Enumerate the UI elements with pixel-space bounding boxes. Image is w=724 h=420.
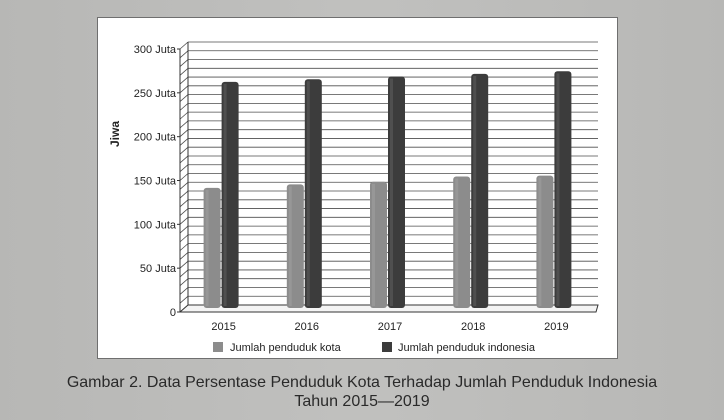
legend-label-kota: Jumlah penduduk kota xyxy=(230,342,342,354)
bar-kota-2018 xyxy=(453,176,471,308)
chart-floor xyxy=(178,304,599,313)
figure-caption: Gambar 2. Data Persentase Penduduk Kota … xyxy=(0,373,724,411)
bar-indonesia-2018 xyxy=(471,73,489,309)
bar-highlight xyxy=(288,186,292,306)
bars-layer xyxy=(203,71,572,309)
y-axis-label: Jiwa xyxy=(108,121,122,147)
y-tick-label: 100 Juta xyxy=(134,219,177,231)
bar-indonesia-2016 xyxy=(304,79,322,308)
legend: Jumlah penduduk kota Jumlah penduduk ind… xyxy=(213,342,536,354)
bar-indonesia-2019 xyxy=(554,71,572,308)
x-tick-label: 2016 xyxy=(295,321,319,333)
bar-kota-2017 xyxy=(370,181,387,308)
x-tick-label: 2015 xyxy=(211,321,235,333)
y-tick-label: 200 Juta xyxy=(134,132,177,144)
bar-kota-2016 xyxy=(286,184,304,308)
y-tick-label: 0 xyxy=(170,307,176,319)
y-tick-label: 150 Juta xyxy=(134,176,177,188)
caption-line-2: Tahun 2015—2019 xyxy=(294,393,430,410)
bar-highlight xyxy=(455,178,459,306)
legend-swatch-indonesia xyxy=(382,342,392,352)
y-tick-label: 250 Juta xyxy=(134,88,177,100)
legend-swatch-kota xyxy=(213,342,223,352)
bar-chart: 0 50 Juta 100 Juta 150 Juta 200 Juta 250 Juta… xyxy=(108,41,599,354)
chart-frame xyxy=(97,17,618,359)
bar-highlight xyxy=(390,78,393,306)
bar-highlight xyxy=(538,177,542,306)
bar-highlight xyxy=(473,75,477,307)
bar-highlight xyxy=(306,81,310,306)
bar-kota-2015 xyxy=(203,187,221,308)
x-tick-label: 2019 xyxy=(544,321,568,333)
bar-highlight xyxy=(372,183,375,306)
legend-label-indonesia: Jumlah penduduk indonesia xyxy=(398,342,536,354)
caption-line-1: Gambar 2. Data Persentase Penduduk Kota … xyxy=(66,374,658,391)
bar-indonesia-2017 xyxy=(388,76,405,308)
y-tick-label: 300 Juta xyxy=(134,44,177,56)
bar-highlight xyxy=(556,73,560,306)
bar-kota-2019 xyxy=(536,175,554,308)
bar-indonesia-2015 xyxy=(221,81,239,308)
y-tick-label: 50 Juta xyxy=(140,263,177,275)
bar-highlight xyxy=(205,189,209,306)
x-tick-label: 2017 xyxy=(378,321,402,333)
axis-layer: 0 50 Juta 100 Juta 150 Juta 200 Juta 250 Juta… xyxy=(134,44,569,333)
bar-highlight xyxy=(223,83,227,306)
x-tick-label: 2018 xyxy=(461,321,485,333)
